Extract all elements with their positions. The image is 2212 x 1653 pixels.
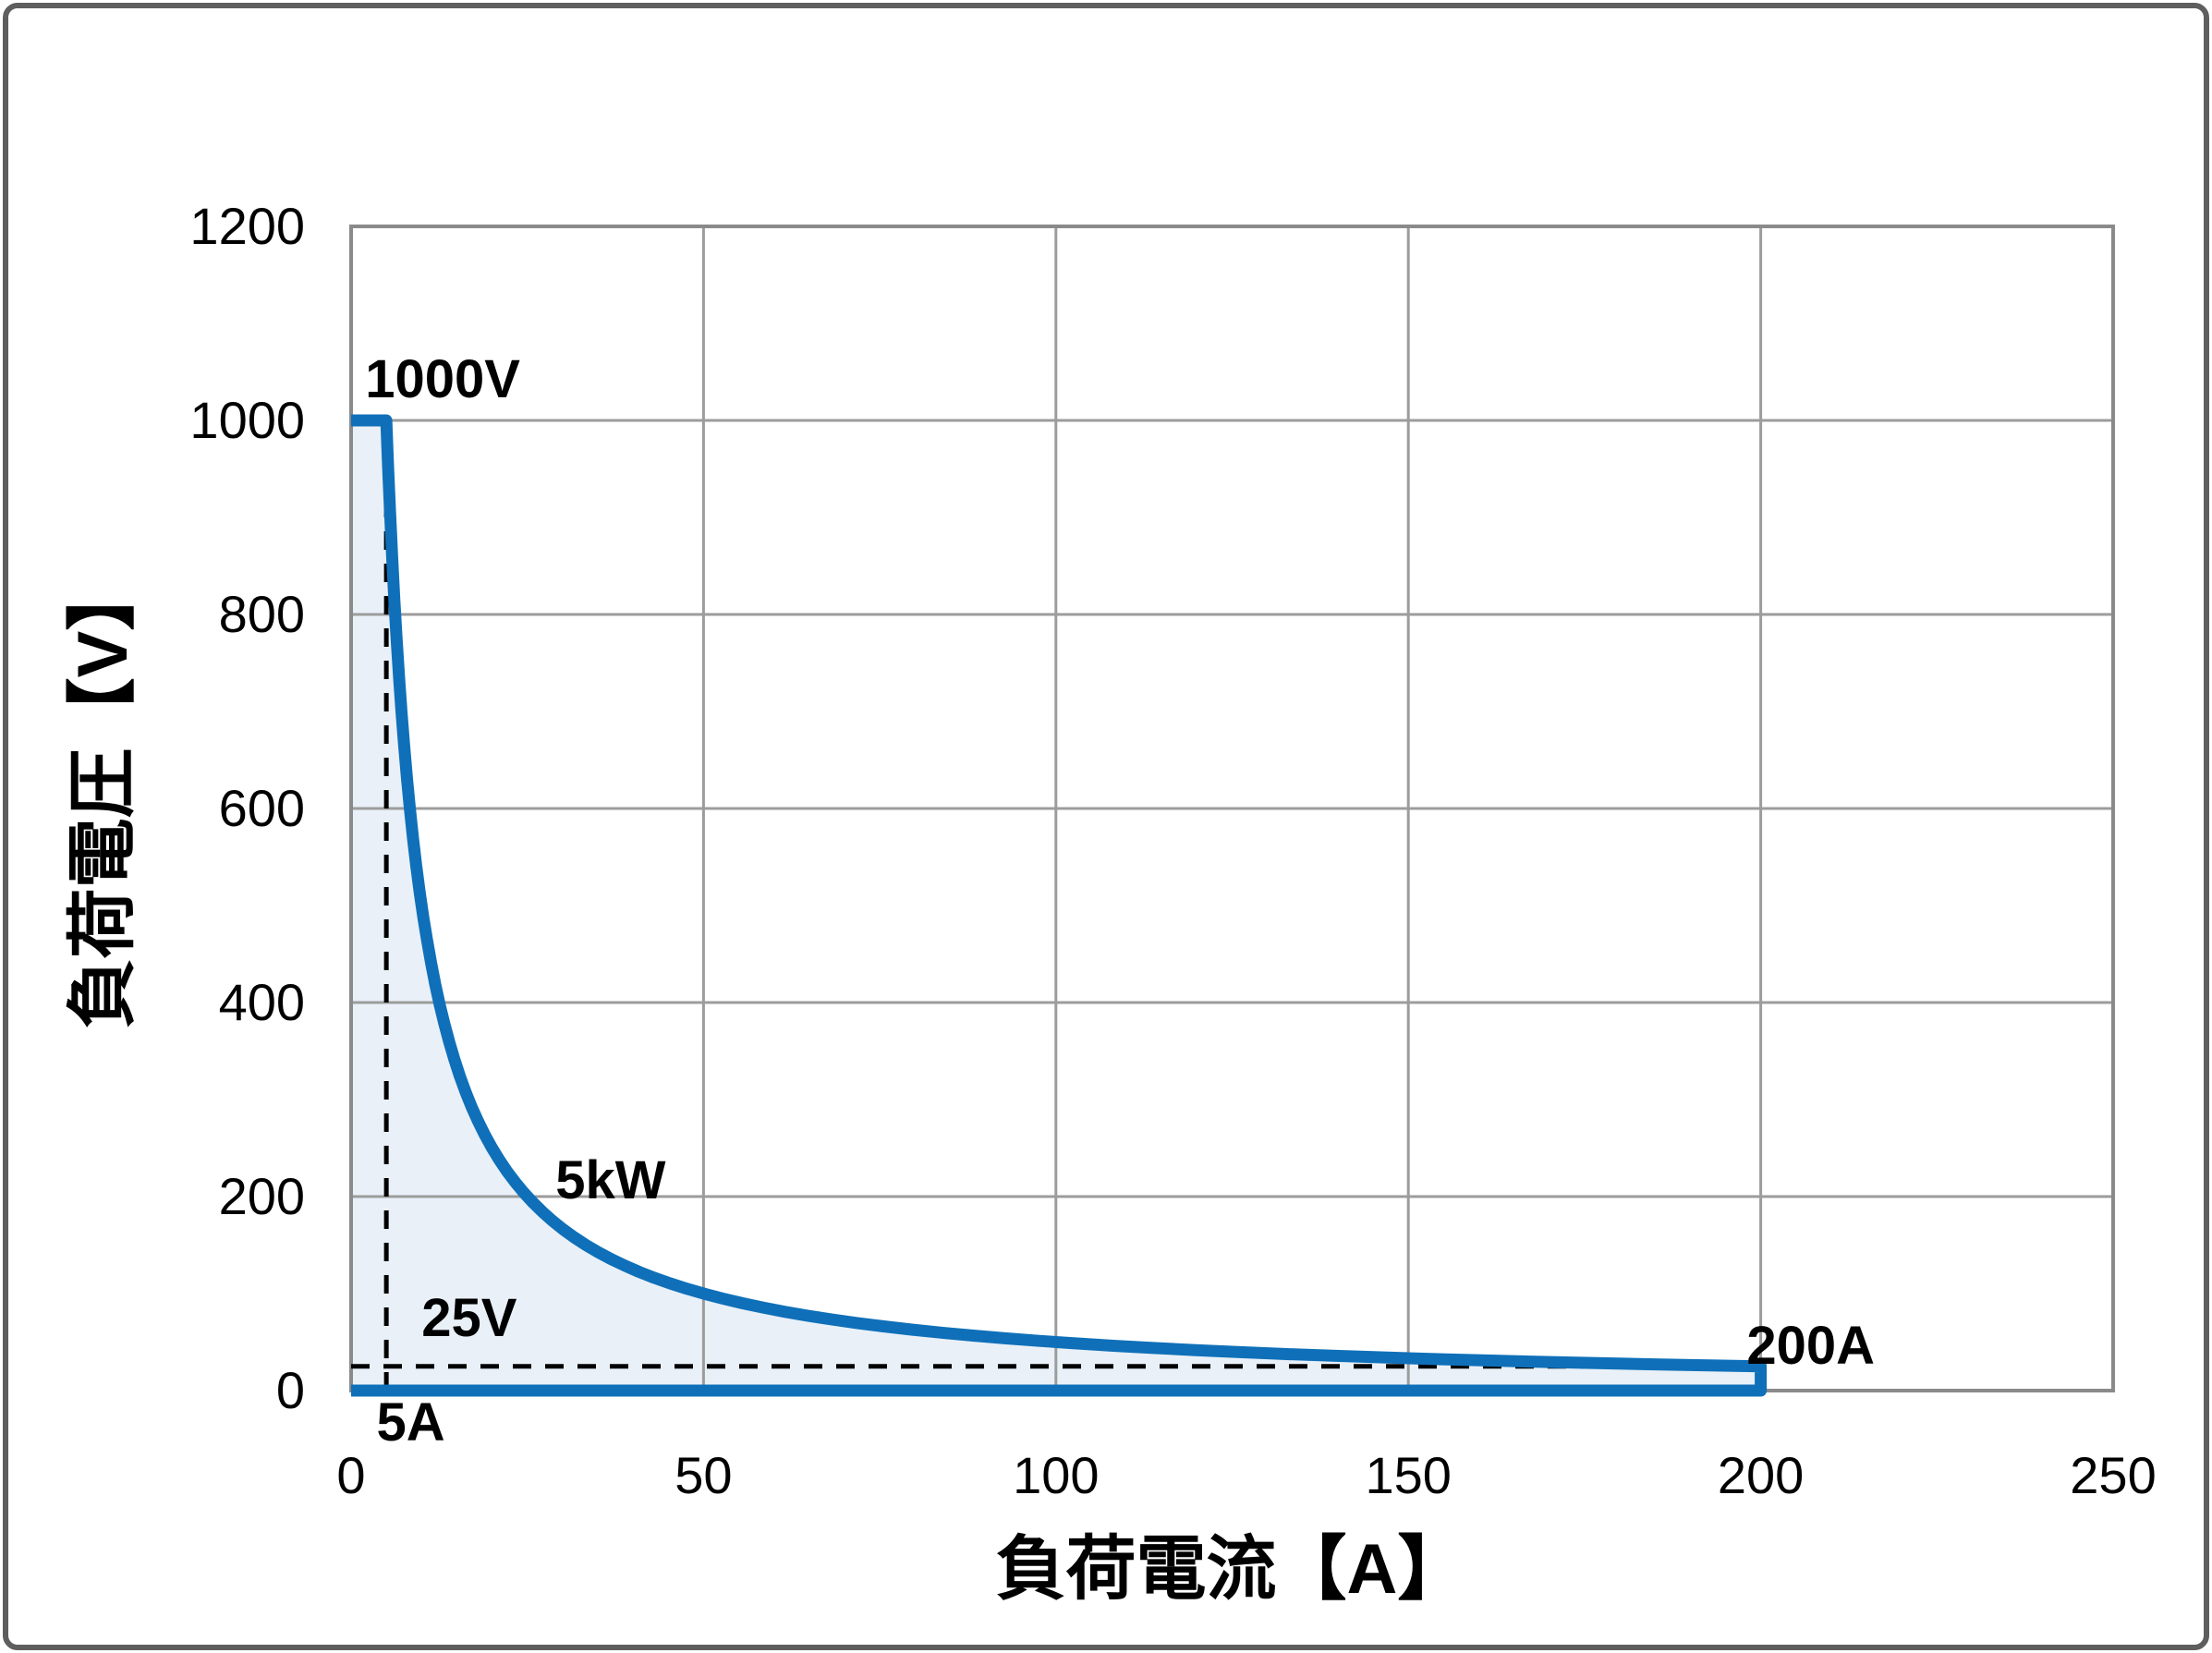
y-tick-label-200: 200 — [218, 1167, 305, 1225]
y-axis-title: 負荷電圧【V】 — [64, 560, 142, 1029]
y-tick-label-600: 600 — [218, 779, 305, 837]
y-tick-label-800: 800 — [218, 585, 305, 643]
y-tick-label-1200: 1200 — [189, 197, 305, 255]
annotation-1000v: 1000V — [365, 348, 520, 409]
envelope-area-fill — [351, 420, 1761, 1391]
envelope-curve — [351, 414, 1768, 1397]
annotation-25v: 25V — [421, 1288, 517, 1349]
x-tick-label-150: 150 — [1365, 1446, 1452, 1504]
x-tick-label-0: 0 — [336, 1446, 366, 1504]
y-tick-label-0: 0 — [275, 1361, 305, 1419]
x-tick-label-200: 200 — [1717, 1446, 1805, 1504]
x-tick-label-250: 250 — [2070, 1446, 2157, 1504]
x-tick-label-50: 50 — [675, 1446, 733, 1504]
annotation-5kw: 5kW — [555, 1150, 666, 1211]
y-tick-label-1000: 1000 — [189, 391, 305, 449]
annotation-5a: 5A — [376, 1392, 445, 1452]
y-tick-label-400: 400 — [218, 973, 305, 1031]
x-axis-title: 負荷電流【A】 — [995, 1530, 1468, 1609]
annotation-200a: 200A — [1746, 1315, 1875, 1376]
x-tick-label-100: 100 — [1013, 1446, 1100, 1504]
